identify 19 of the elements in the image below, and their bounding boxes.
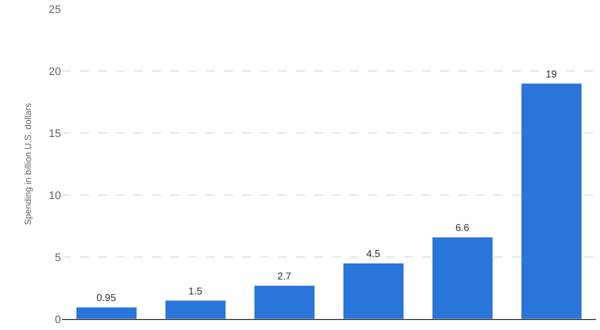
data-label: 0.95: [96, 293, 116, 304]
data-label: 6.6: [455, 223, 470, 234]
bar: [342, 262, 404, 319]
data-label: 19: [546, 69, 558, 80]
bar: [164, 300, 226, 319]
y-tick-label: 15: [48, 128, 61, 140]
bar: [76, 306, 138, 319]
bar: [254, 285, 316, 319]
y-tick-label: 25: [48, 4, 61, 16]
y-tick-label: 0: [54, 314, 61, 326]
y-tick-label: 5: [54, 252, 61, 264]
data-label: 2.7: [277, 272, 292, 283]
y-tick-label: 20: [48, 66, 61, 78]
bar: [432, 236, 494, 319]
y-axis-title: Spending in billion U.S. dollars: [23, 102, 34, 226]
data-label: 4.5: [366, 249, 381, 260]
bar: [520, 83, 582, 319]
data-label: 1.5: [188, 286, 203, 298]
y-tick-label: 10: [48, 190, 61, 202]
